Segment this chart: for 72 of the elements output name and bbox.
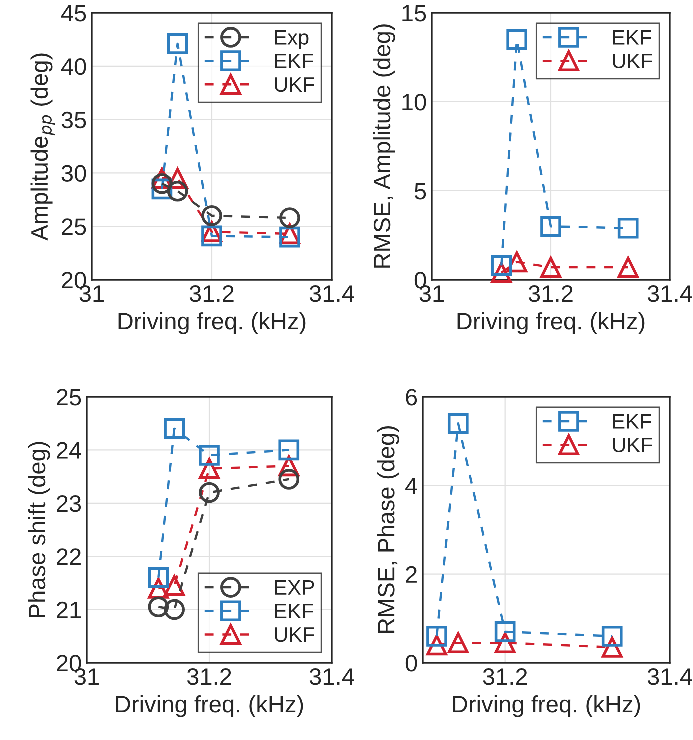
- legend-label: EXP: [275, 580, 314, 595]
- y-tick-label: 2: [406, 566, 417, 583]
- legend-label: UKF: [613, 438, 652, 453]
- point: [540, 257, 562, 278]
- y-tick-label: 22: [57, 548, 81, 566]
- point: [167, 180, 188, 202]
- x-tick-label: 31.2: [187, 668, 232, 686]
- y-tick-label: 24: [57, 442, 82, 459]
- y-tick-label: 40: [61, 58, 86, 76]
- y-tick-label: 5: [414, 183, 426, 200]
- y-tick-label: 15: [402, 5, 426, 22]
- point: [494, 632, 516, 654]
- point: [602, 626, 623, 647]
- point: [199, 482, 220, 504]
- y-axis-title: Amplitude$_{pp}$ (deg): [30, 54, 56, 241]
- y-tick-label: 4: [406, 478, 418, 494]
- point: [148, 567, 170, 588]
- point: [426, 626, 448, 647]
- x-axis-title: Driving freq. (kHz): [458, 312, 645, 334]
- legend-label: EKF: [275, 54, 314, 68]
- y-tick-label: 6: [406, 389, 418, 406]
- point: [506, 29, 528, 50]
- legend-label: EKF: [275, 604, 314, 618]
- point: [540, 216, 562, 238]
- point: [278, 469, 300, 490]
- point: [278, 440, 300, 461]
- x-tick-label: 31.4: [648, 285, 692, 302]
- y-tick-label: 21: [57, 602, 81, 618]
- y-tick-label: 25: [57, 389, 82, 406]
- point: [618, 257, 639, 278]
- y-tick-label: 35: [62, 112, 86, 129]
- point: [152, 173, 173, 194]
- legend-label: UKF: [613, 54, 652, 69]
- x-axis-title: Driving freq. (kHz): [453, 695, 640, 718]
- x-tick-label: 31.4: [310, 285, 354, 302]
- y-tick-label: 23: [57, 495, 82, 512]
- x-tick-label: 31.4: [310, 668, 354, 686]
- point: [491, 255, 512, 276]
- point: [202, 226, 222, 247]
- point: [164, 575, 186, 596]
- y-axis-title: RMSE, Amplitude (deg): [373, 24, 396, 268]
- x-tick-label: 31.2: [528, 285, 573, 302]
- point: [202, 206, 222, 226]
- point: [148, 596, 170, 618]
- y-tick-label: 25: [62, 218, 86, 236]
- x-axis-title: Driving freq. (kHz): [118, 312, 306, 334]
- legend-label: UKF: [275, 628, 314, 642]
- legend-label: UKF: [275, 78, 314, 92]
- legend-label: EKF: [613, 30, 652, 45]
- legend-label: Exp: [275, 30, 309, 50]
- x-axis-title: Driving freq. (kHz): [116, 695, 304, 718]
- point: [494, 622, 516, 642]
- legend-label: EKF: [613, 414, 652, 429]
- y-tick-label: 45: [61, 5, 86, 22]
- x-tick-label: 31.2: [190, 285, 234, 302]
- point: [602, 637, 623, 658]
- point: [448, 632, 469, 654]
- x-tick-label: 31.2: [483, 668, 528, 686]
- y-axis-title: Phase shift (deg): [28, 442, 50, 618]
- point: [164, 599, 186, 620]
- y-axis-title: RMSE, Phase (deg): [377, 426, 400, 634]
- point: [199, 445, 220, 466]
- point: [280, 208, 300, 228]
- point: [448, 413, 469, 434]
- x-tick-label: 31.4: [648, 668, 692, 686]
- y-tick-label: 0: [406, 655, 418, 672]
- point: [164, 418, 186, 440]
- point: [280, 226, 300, 248]
- y-tick-label: 30: [62, 165, 86, 182]
- point: [618, 218, 639, 239]
- point: [167, 34, 188, 54]
- y-tick-label: 10: [402, 94, 426, 111]
